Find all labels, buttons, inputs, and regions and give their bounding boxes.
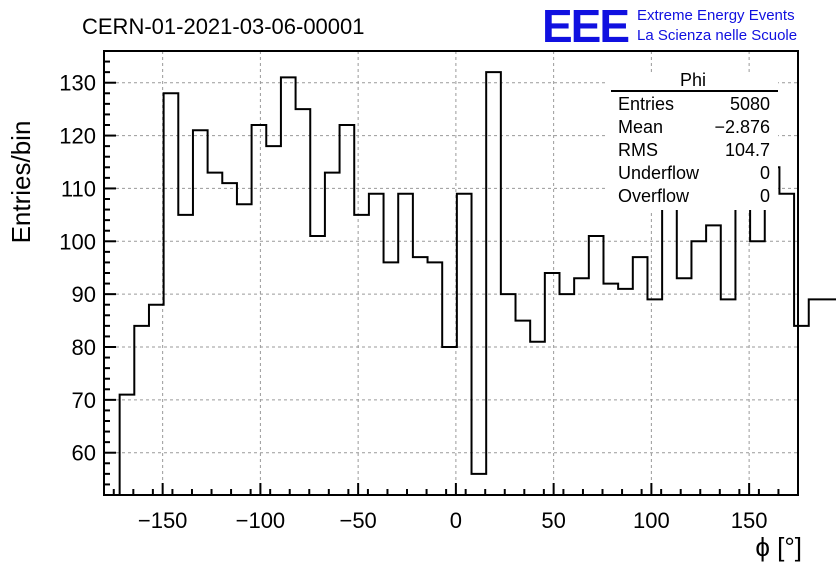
histogram-bin — [516, 321, 531, 495]
histogram-bin — [354, 215, 369, 495]
histogram-bin — [296, 109, 311, 495]
histogram-bin — [369, 194, 384, 495]
histogram-bin — [501, 294, 516, 495]
stats-value: 5080 — [730, 94, 770, 114]
x-tick-label: 0 — [450, 508, 462, 533]
histogram-bin — [809, 299, 824, 495]
histogram-bin — [677, 278, 692, 495]
histogram-bin — [559, 294, 574, 495]
y-tick-label: 90 — [72, 282, 96, 307]
y-tick-label: 130 — [59, 71, 96, 96]
eee-logo: EEE Extreme Energy Events La Scienza nel… — [542, 0, 797, 52]
histogram-bin — [120, 395, 135, 495]
histogram-bin — [178, 215, 193, 495]
stats-box-background — [608, 72, 778, 210]
histogram-bin — [442, 347, 457, 495]
histogram-bin — [823, 299, 836, 495]
histogram-bin — [750, 241, 765, 495]
histogram-bin — [457, 194, 472, 495]
histogram-bin — [281, 77, 296, 495]
stats-label: Mean — [618, 117, 663, 137]
histogram-bin — [310, 236, 325, 495]
histogram-bin — [472, 474, 487, 495]
stats-box: Phi Entries 5080 Mean −2.876 RMS 104.7 Underfl… — [608, 70, 778, 210]
histogram-bin — [252, 125, 267, 495]
histogram-bin — [633, 257, 648, 495]
histogram-bin — [486, 72, 501, 495]
histogram-bin — [603, 284, 618, 495]
histogram-bin — [691, 241, 706, 495]
x-tick-label: −50 — [339, 508, 376, 533]
y-tick-label: 80 — [72, 335, 96, 360]
histogram-bin — [545, 273, 560, 495]
histogram-bin — [413, 257, 428, 495]
histogram-bin — [779, 194, 794, 495]
stats-box-title: Phi — [680, 70, 706, 90]
histogram-bin — [237, 204, 252, 495]
histogram-bin — [530, 342, 545, 495]
y-tick-label: 120 — [59, 124, 96, 149]
y-tick-label: 60 — [72, 441, 96, 466]
x-tick-label: 50 — [541, 508, 565, 533]
histogram-bin — [193, 130, 208, 495]
histogram-bin — [384, 262, 399, 495]
histogram-bin — [340, 125, 355, 495]
x-tick-label: 150 — [731, 508, 768, 533]
stats-box-rows: Entries 5080 Mean −2.876 RMS 104.7 Underflow 0 O… — [618, 94, 770, 206]
histogram-bin — [618, 289, 633, 495]
histogram-bin — [794, 326, 809, 495]
stats-label: Overflow — [618, 186, 690, 206]
histogram-bin — [222, 183, 237, 495]
stats-value: 0 — [760, 186, 770, 206]
y-tick-label: 110 — [61, 176, 96, 201]
histogram-bin — [208, 173, 223, 495]
logo-mark: EEE — [542, 0, 628, 52]
histogram-bin — [706, 225, 721, 495]
histogram-bin — [765, 167, 780, 495]
chart-title: CERN-01-2021-03-06-00001 — [82, 14, 365, 39]
histogram-bin — [398, 194, 413, 495]
stats-value: 104.7 — [725, 140, 770, 160]
histogram-bin — [134, 326, 149, 495]
histogram-bin — [721, 299, 736, 495]
y-tick-label: 100 — [59, 229, 96, 254]
histogram-bin — [574, 278, 589, 495]
histogram-bin — [662, 188, 677, 495]
stats-label: RMS — [618, 140, 658, 160]
y-axis: 60 70 80 90 100 110 120 130 — [59, 50, 116, 496]
x-axis-title: ϕ [°] — [755, 532, 802, 562]
histogram-bin — [647, 299, 662, 495]
stats-label: Underflow — [618, 163, 700, 183]
stats-value: −2.876 — [714, 117, 770, 137]
x-tick-label: 100 — [633, 508, 670, 533]
histogram-bin — [266, 146, 281, 495]
histogram-bin — [164, 93, 179, 495]
histogram-bin — [589, 236, 604, 495]
x-tick-label: −100 — [236, 508, 286, 533]
logo-line-1: Extreme Energy Events — [637, 7, 795, 24]
logo-line-2: La Scienza nelle Scuole — [637, 27, 797, 44]
stats-label: Entries — [618, 94, 674, 114]
y-tick-label: 70 — [72, 388, 96, 413]
histogram-bin — [428, 262, 443, 495]
stats-value: 0 — [760, 163, 770, 183]
histogram-outline — [118, 71, 836, 495]
x-tick-label: −150 — [138, 508, 188, 533]
histogram-bin — [149, 305, 164, 495]
histogram-bin — [325, 173, 340, 495]
y-axis-title: Entries/bin — [6, 121, 36, 244]
histogram-series — [118, 71, 836, 495]
x-axis: −150 −100 −50 0 50 100 150 — [112, 483, 799, 533]
